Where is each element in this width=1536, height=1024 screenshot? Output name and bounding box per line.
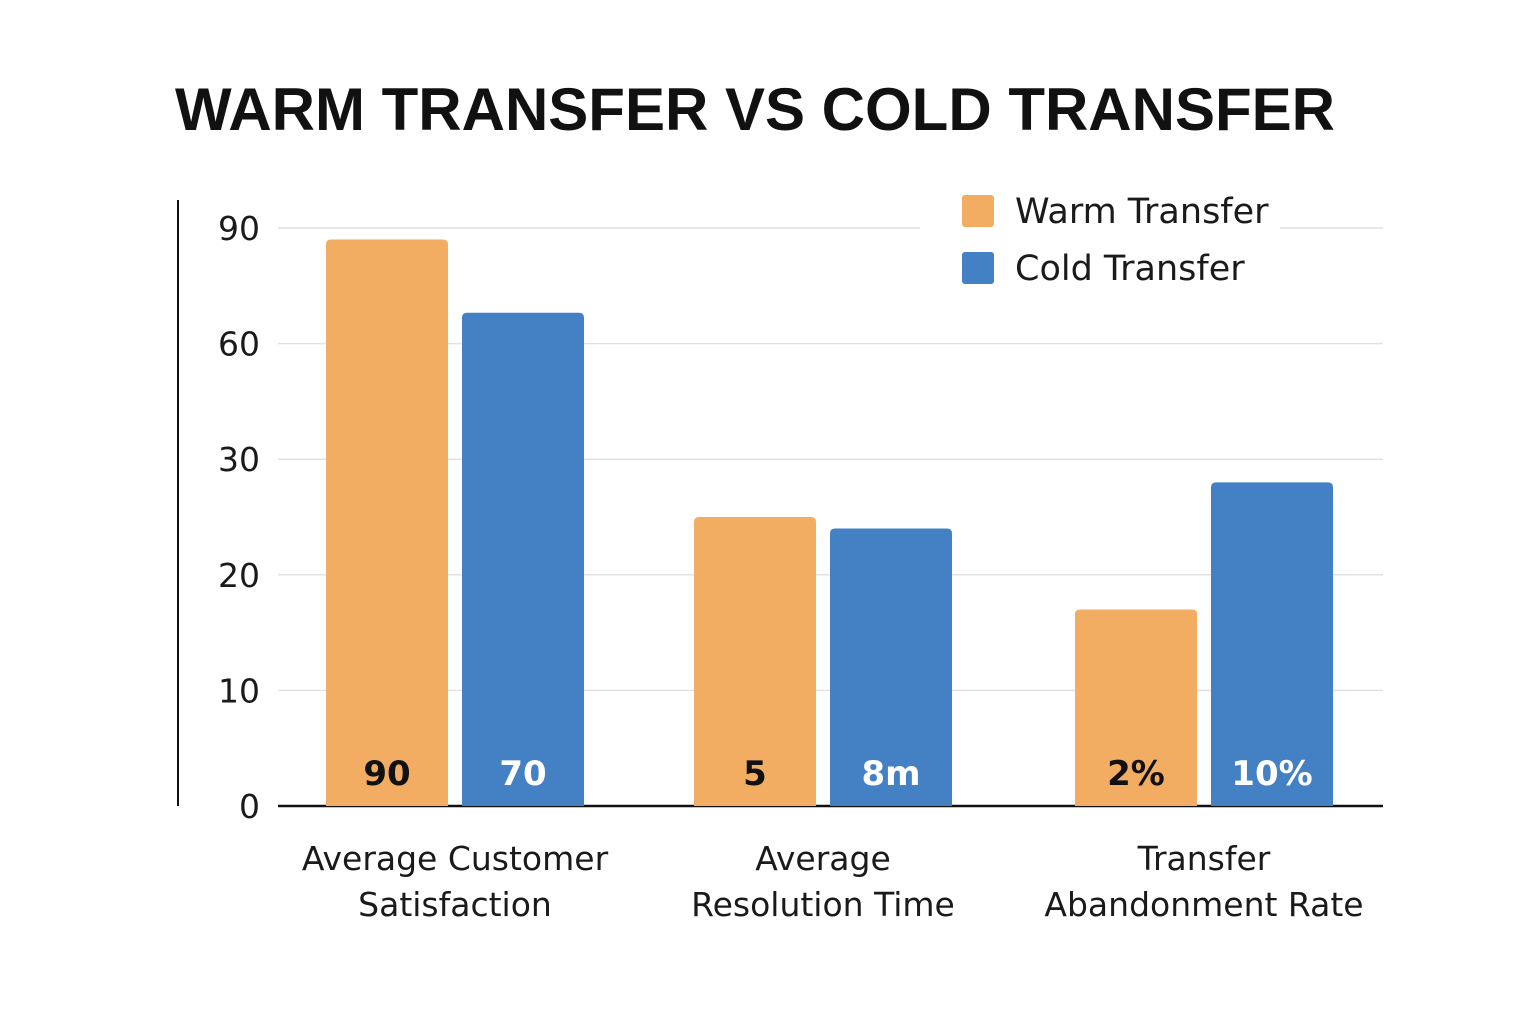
category-label: Transfer bbox=[1137, 839, 1271, 878]
data-label: 2% bbox=[1107, 754, 1165, 794]
data-label: 8m bbox=[861, 754, 920, 794]
category-label: Satisfaction bbox=[358, 885, 552, 924]
category-label: Average bbox=[755, 839, 891, 878]
legend-label-cold: Cold Transfer bbox=[1015, 249, 1245, 289]
category-label: Abandonment Rate bbox=[1044, 885, 1363, 924]
data-label: 90 bbox=[363, 754, 410, 794]
data-label: 5 bbox=[743, 754, 767, 794]
category-labels: Average Customer Satisfaction Average Resol… bbox=[302, 839, 1364, 924]
legend-swatch-warm bbox=[962, 195, 994, 227]
y-tick-label: 0 bbox=[239, 787, 260, 826]
legend-swatch-cold bbox=[962, 252, 994, 284]
y-tick-labels: 0 10 20 30 60 90 bbox=[218, 209, 260, 826]
bar-cold-1 bbox=[830, 528, 952, 806]
y-tick-label: 30 bbox=[218, 440, 260, 479]
y-tick-label: 10 bbox=[218, 671, 260, 710]
category-label: Resolution Time bbox=[691, 885, 955, 924]
legend: Warm Transfer Cold Transfer bbox=[920, 182, 1280, 300]
data-label: 10% bbox=[1231, 754, 1312, 794]
y-tick-label: 60 bbox=[218, 325, 260, 364]
category-label: Average Customer bbox=[302, 839, 609, 878]
bars: 90 70 5 8m 2% 10% bbox=[326, 239, 1333, 806]
bar-warm-0 bbox=[326, 239, 448, 806]
y-tick-label: 20 bbox=[218, 556, 260, 595]
bar-cold-0 bbox=[462, 312, 584, 806]
bar-warm-1 bbox=[694, 517, 816, 806]
data-label: 70 bbox=[499, 754, 546, 794]
bar-cold-2 bbox=[1211, 482, 1333, 806]
legend-label-warm: Warm Transfer bbox=[1015, 192, 1269, 232]
chart-title: WARM TRANSFER VS COLD TRANSFER bbox=[175, 76, 1335, 143]
bar-warm-2 bbox=[1075, 609, 1197, 806]
y-tick-label: 90 bbox=[218, 209, 260, 248]
